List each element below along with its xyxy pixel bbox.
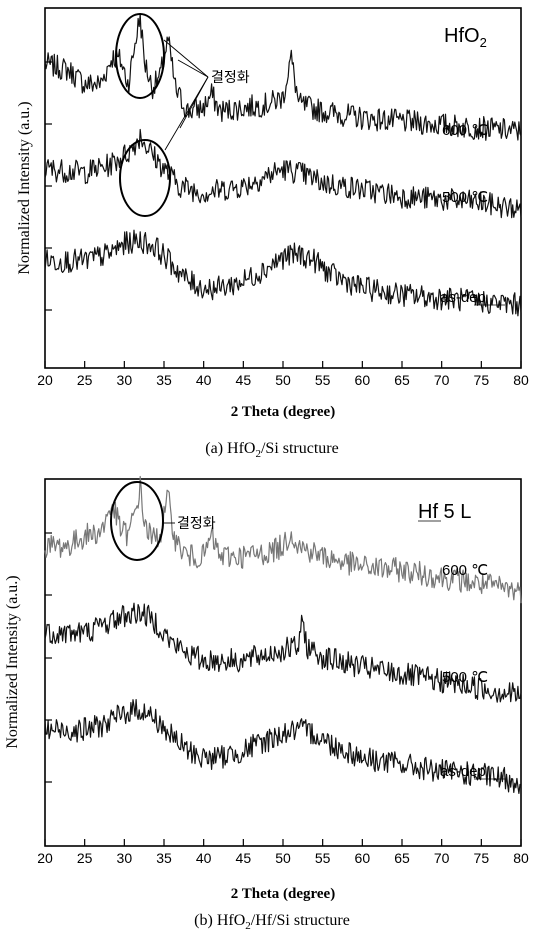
panel-a-y-ticks xyxy=(45,61,52,311)
x-tick-label: 50 xyxy=(275,372,291,388)
panel-a-traces xyxy=(44,13,522,317)
xrd-trace xyxy=(44,602,522,703)
xrd-trace xyxy=(44,229,522,317)
x-tick-label: 60 xyxy=(355,850,371,866)
panel-a-series-label-asdep: as-dep xyxy=(440,289,486,306)
crystallization-circle xyxy=(110,481,164,561)
x-tick-label: 70 xyxy=(434,372,450,388)
x-tick-label: 60 xyxy=(355,372,371,388)
panel-a-series-label-600: 600 ℃ xyxy=(442,122,488,139)
x-tick-label: 70 xyxy=(434,850,450,866)
x-tick-label: 35 xyxy=(156,372,172,388)
panel-b-corner-label: Hf 5 L xyxy=(418,501,471,523)
x-tick-label: 40 xyxy=(196,850,212,866)
panel-a: 20 25 30 35 40 45 50 55 60 65 70 75 80 HfO2 600 ℃ 50… xyxy=(16,7,529,460)
panel-a-series-label-500: 500 ℃ xyxy=(442,189,488,206)
x-tick-label: 75 xyxy=(474,372,490,388)
panel-a-y-axis-label: Normalized Intensity (a.u.) xyxy=(16,101,33,274)
xrd-trace xyxy=(44,13,522,141)
x-tick-label: 45 xyxy=(236,850,252,866)
x-tick-label: 20 xyxy=(37,850,53,866)
panel-b-x-axis-label: 2 Theta (degree) xyxy=(231,886,335,902)
x-tick-label: 40 xyxy=(196,372,212,388)
panel-a-x-ticks: 20 25 30 35 40 45 50 55 60 65 70 75 80 xyxy=(37,361,529,388)
panel-a-x-axis-label: 2 Theta (degree) xyxy=(231,404,335,420)
panel-b-caption: (b) HfO2/Hf/Si structure xyxy=(194,912,350,932)
x-tick-label: 50 xyxy=(275,850,291,866)
panel-b-plot-frame xyxy=(44,478,522,847)
panel-b: 20 25 30 35 40 45 50 55 60 65 70 75 80 Hf 5 L 600 ℃ … xyxy=(4,475,529,932)
panel-b-y-axis-label: Normalized Intensity (a.u.) xyxy=(4,575,21,748)
x-tick-label: 20 xyxy=(37,372,53,388)
crystallization-circle-lower xyxy=(119,139,171,217)
x-tick-label: 80 xyxy=(513,372,529,388)
panel-b-x-ticks: 20 25 30 35 40 45 50 55 60 65 70 75 80 xyxy=(37,839,529,866)
panel-b-y-ticks xyxy=(45,532,52,783)
x-tick-label: 25 xyxy=(77,850,93,866)
x-tick-label: 30 xyxy=(117,850,133,866)
x-tick-label: 25 xyxy=(77,372,93,388)
annotation-leader xyxy=(163,39,209,78)
panel-b-traces xyxy=(44,475,522,794)
x-tick-label: 35 xyxy=(156,850,172,866)
xrd-trace xyxy=(44,699,522,794)
x-tick-label: 30 xyxy=(117,372,133,388)
panel-b-series-label-600: 600 ℃ xyxy=(442,562,488,579)
annotation-leader xyxy=(164,76,209,151)
panel-b-annotation: 결정화 xyxy=(177,516,216,532)
x-tick-label: 55 xyxy=(315,850,331,866)
panel-b-series-label-asdep: as-dep xyxy=(440,763,486,780)
panel-b-series-label-500: 500 ℃ xyxy=(442,669,488,686)
x-tick-label: 55 xyxy=(315,372,331,388)
xrd-trace xyxy=(44,475,522,604)
x-tick-label: 75 xyxy=(474,850,490,866)
annotation-leader xyxy=(177,59,209,78)
panel-a-corner-label: HfO2 xyxy=(444,25,487,50)
xrd-trace xyxy=(44,128,522,219)
x-tick-label: 65 xyxy=(394,372,410,388)
crystallization-circle-upper xyxy=(115,13,165,99)
x-tick-label: 45 xyxy=(236,372,252,388)
x-tick-label: 65 xyxy=(394,850,410,866)
panel-a-annotation: 결정화 xyxy=(211,70,250,86)
panel-a-caption: (a) HfO2/Si structure xyxy=(205,440,338,460)
x-tick-label: 80 xyxy=(513,850,529,866)
